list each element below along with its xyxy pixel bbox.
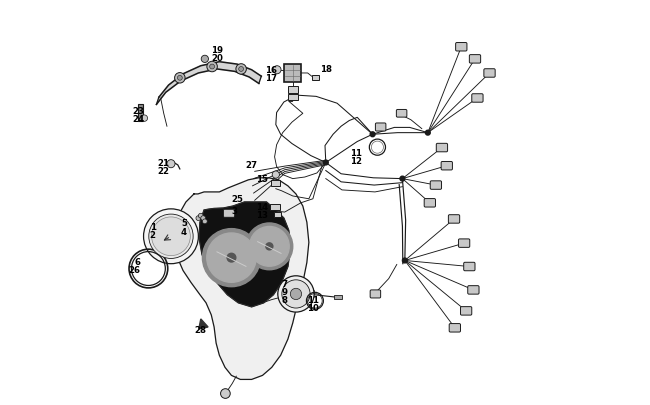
- Circle shape: [250, 227, 289, 266]
- Circle shape: [201, 216, 205, 221]
- Text: 20: 20: [211, 54, 223, 63]
- Circle shape: [278, 276, 314, 312]
- Text: 18: 18: [320, 64, 332, 73]
- Circle shape: [324, 161, 328, 166]
- FancyBboxPatch shape: [484, 70, 495, 78]
- Bar: [287, 87, 298, 93]
- Circle shape: [236, 64, 246, 75]
- Circle shape: [202, 229, 261, 287]
- Circle shape: [239, 67, 244, 72]
- Circle shape: [151, 217, 190, 256]
- FancyBboxPatch shape: [460, 307, 472, 315]
- FancyBboxPatch shape: [284, 64, 301, 83]
- FancyBboxPatch shape: [370, 290, 381, 298]
- Text: 4: 4: [181, 227, 187, 236]
- Text: 12: 12: [350, 157, 362, 166]
- Circle shape: [202, 220, 207, 224]
- Text: 7: 7: [282, 279, 288, 288]
- Circle shape: [227, 254, 236, 262]
- Circle shape: [425, 131, 430, 136]
- Circle shape: [177, 76, 182, 81]
- Text: 11: 11: [350, 149, 362, 158]
- Circle shape: [210, 65, 215, 70]
- FancyBboxPatch shape: [468, 286, 479, 294]
- FancyBboxPatch shape: [396, 110, 407, 118]
- Text: 11: 11: [307, 295, 319, 304]
- Bar: [138, 105, 143, 122]
- FancyBboxPatch shape: [469, 55, 480, 64]
- Text: 1: 1: [150, 223, 155, 232]
- Polygon shape: [199, 319, 208, 329]
- Text: 5: 5: [181, 219, 187, 228]
- FancyBboxPatch shape: [463, 262, 475, 271]
- Circle shape: [282, 280, 310, 308]
- Polygon shape: [199, 202, 291, 307]
- Text: 27: 27: [245, 161, 257, 170]
- Circle shape: [402, 258, 408, 263]
- Bar: [270, 204, 280, 211]
- Circle shape: [246, 224, 292, 270]
- Circle shape: [141, 115, 148, 122]
- Text: 2: 2: [150, 230, 155, 239]
- Circle shape: [149, 215, 193, 259]
- FancyBboxPatch shape: [456, 43, 467, 52]
- FancyBboxPatch shape: [472, 94, 483, 103]
- Text: 8: 8: [282, 295, 288, 304]
- FancyBboxPatch shape: [448, 215, 460, 224]
- Circle shape: [196, 216, 201, 221]
- FancyBboxPatch shape: [449, 324, 460, 332]
- Text: 14: 14: [255, 203, 268, 212]
- Text: 21: 21: [158, 159, 170, 168]
- Text: 22: 22: [158, 166, 170, 176]
- Text: 23: 23: [132, 106, 144, 115]
- FancyBboxPatch shape: [376, 124, 386, 132]
- Circle shape: [207, 62, 217, 72]
- FancyBboxPatch shape: [436, 144, 448, 152]
- Circle shape: [220, 389, 230, 399]
- Circle shape: [175, 73, 185, 84]
- Circle shape: [400, 177, 405, 181]
- Text: 26: 26: [128, 266, 140, 275]
- Circle shape: [167, 160, 175, 168]
- Text: 13: 13: [255, 211, 268, 220]
- FancyBboxPatch shape: [441, 162, 452, 171]
- Text: 16: 16: [265, 66, 278, 75]
- Polygon shape: [157, 62, 261, 105]
- FancyBboxPatch shape: [430, 181, 441, 190]
- Text: 28: 28: [194, 325, 206, 334]
- Circle shape: [266, 243, 273, 250]
- Bar: [334, 295, 341, 299]
- Text: 10: 10: [307, 303, 318, 312]
- Circle shape: [207, 233, 256, 283]
- Circle shape: [370, 132, 375, 137]
- Circle shape: [144, 209, 198, 264]
- Text: 9: 9: [282, 287, 288, 296]
- FancyBboxPatch shape: [224, 210, 235, 218]
- Text: 19: 19: [211, 46, 224, 55]
- Circle shape: [273, 66, 281, 75]
- FancyBboxPatch shape: [458, 239, 470, 248]
- Bar: [287, 94, 298, 100]
- Text: 17: 17: [265, 74, 278, 83]
- Text: 25: 25: [231, 195, 243, 204]
- Polygon shape: [175, 178, 309, 379]
- FancyBboxPatch shape: [424, 199, 436, 207]
- Circle shape: [291, 289, 302, 300]
- Text: 15: 15: [256, 175, 268, 183]
- Text: 24: 24: [132, 114, 144, 124]
- Circle shape: [272, 172, 280, 179]
- Text: 6: 6: [135, 258, 140, 266]
- Circle shape: [202, 56, 209, 63]
- Bar: [312, 76, 319, 81]
- Bar: [271, 180, 280, 186]
- Circle shape: [198, 214, 203, 219]
- Text: 3: 3: [231, 207, 237, 216]
- Bar: [274, 212, 281, 217]
